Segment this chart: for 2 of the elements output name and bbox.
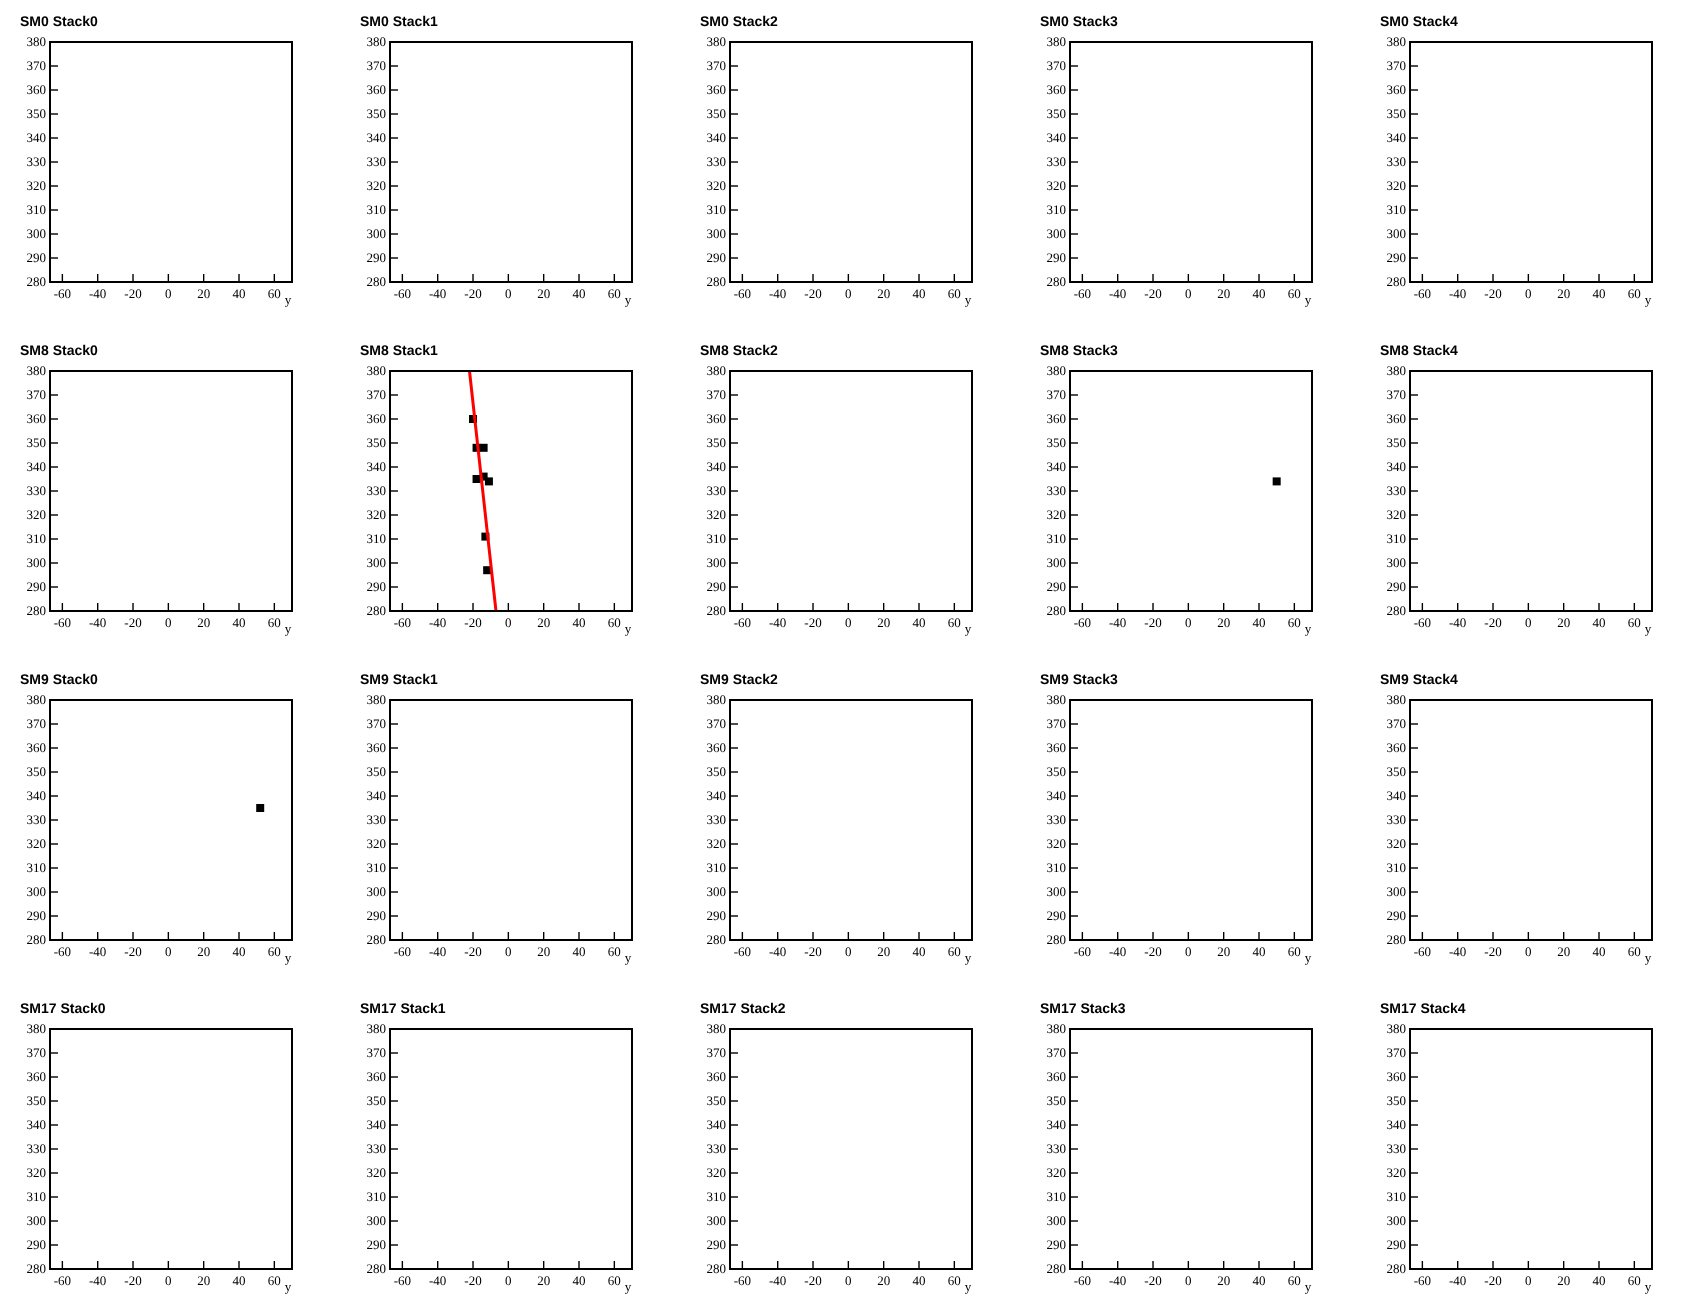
point	[484, 477, 493, 486]
point	[479, 443, 488, 452]
